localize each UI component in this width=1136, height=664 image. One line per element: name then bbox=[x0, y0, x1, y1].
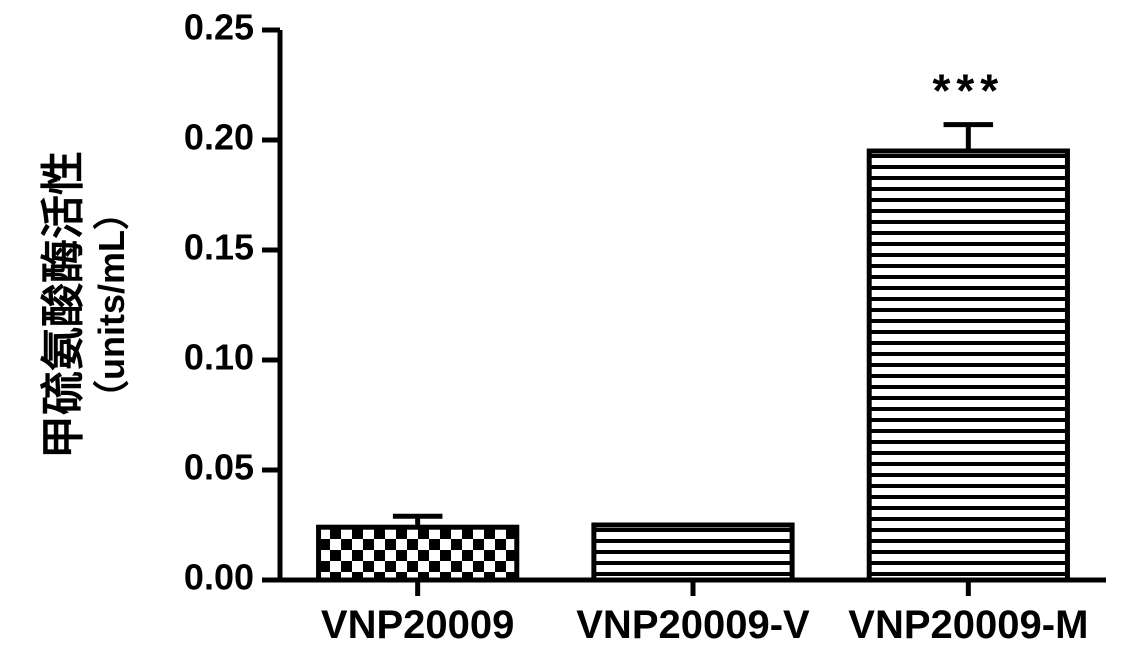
x-category-label: VNP20009 bbox=[321, 603, 514, 647]
significance-marker: *** bbox=[932, 65, 1004, 117]
error-bar bbox=[944, 125, 994, 151]
bar bbox=[594, 525, 792, 580]
x-category-label: VNP20009-M bbox=[848, 603, 1088, 647]
x-category-label: VNP20009-V bbox=[576, 603, 810, 647]
y-axis-title-cn: 甲硫氨酸酶活性 bbox=[39, 151, 88, 459]
y-tick-label: 0.15 bbox=[184, 227, 254, 268]
y-axis-title-en: （units/mL） bbox=[91, 194, 132, 416]
y-tick-label: 0.00 bbox=[184, 557, 254, 598]
bar bbox=[869, 151, 1067, 580]
y-tick-label: 0.20 bbox=[184, 117, 254, 158]
y-tick-label: 0.25 bbox=[184, 7, 254, 48]
bar bbox=[319, 527, 517, 580]
y-tick-label: 0.10 bbox=[184, 337, 254, 378]
bar-chart: 0.00 0.05 0.10 0.15 0.20 0.25 甲硫氨酸酶活性（units/m… bbox=[0, 0, 1136, 664]
y-tick-label: 0.05 bbox=[184, 447, 254, 488]
